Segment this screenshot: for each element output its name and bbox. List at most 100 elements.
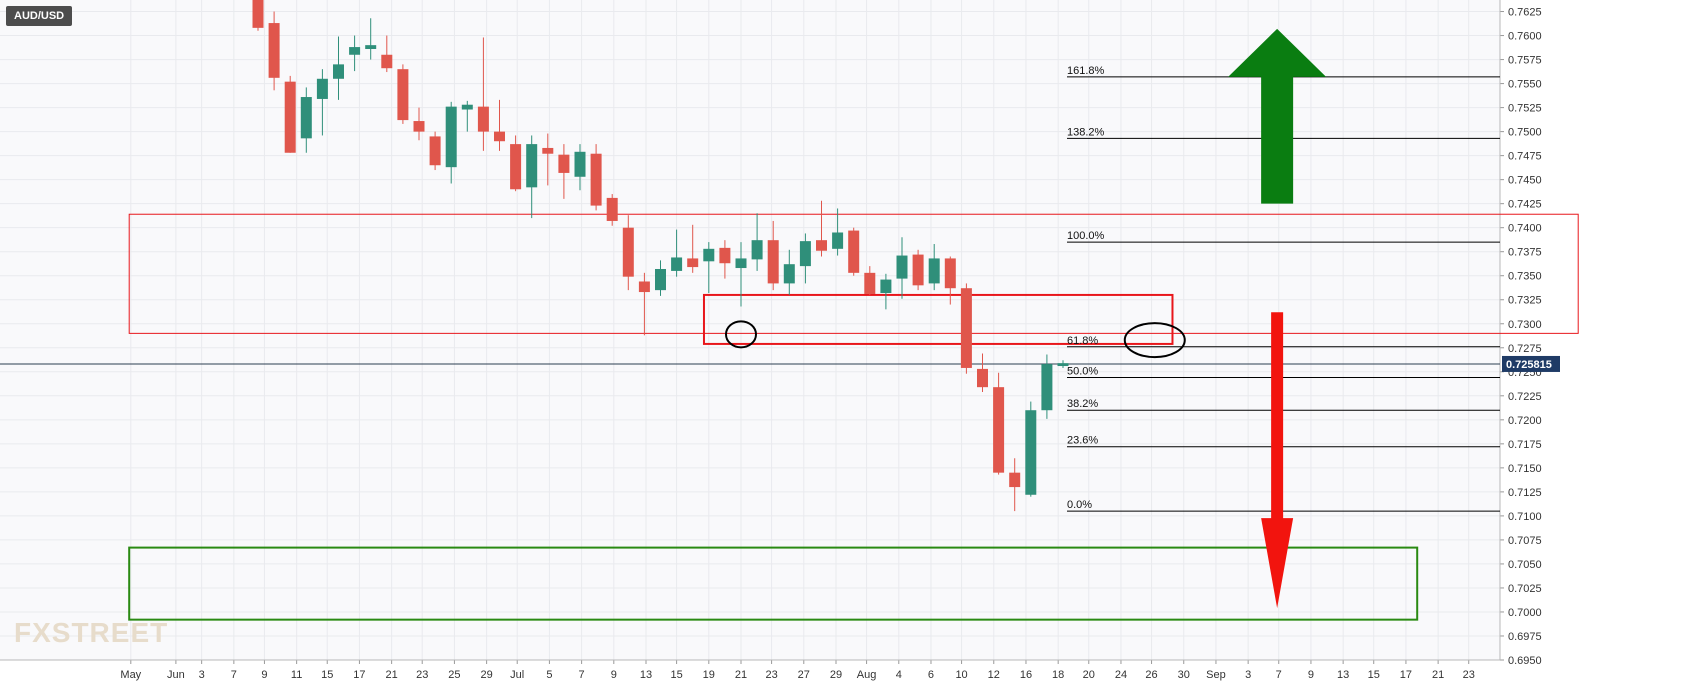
candle-body [622, 227, 634, 277]
y-tick-label: 0.7575 [1508, 55, 1542, 67]
candle-body [590, 153, 602, 206]
candle-body [542, 147, 554, 154]
x-tick-label: 13 [640, 669, 652, 681]
candle-body [445, 106, 457, 168]
candle [864, 266, 876, 295]
x-tick-label: 30 [1178, 669, 1190, 681]
x-tick-label: 21 [386, 669, 398, 681]
candle-body [349, 47, 361, 55]
candle [429, 131, 441, 171]
candle-body [671, 257, 683, 271]
candle [912, 249, 924, 291]
candle [993, 372, 1005, 475]
resistance-band [128, 213, 1579, 334]
candle [461, 100, 473, 132]
candle [252, 0, 264, 31]
y-tick-label: 0.7325 [1508, 295, 1542, 307]
x-tick-label: 11 [291, 669, 302, 681]
candle-body [993, 387, 1005, 473]
candle [880, 273, 892, 310]
candle [574, 144, 586, 191]
candle [735, 242, 747, 307]
y-tick-label: 0.7000 [1508, 607, 1542, 619]
candle [333, 36, 344, 100]
y-tick-label: 0.6950 [1508, 655, 1542, 667]
y-tick-label: 0.7500 [1508, 127, 1542, 139]
candle-body [381, 54, 393, 69]
candle [510, 135, 522, 192]
y-tick-label: 0.7200 [1508, 415, 1542, 427]
candle [671, 229, 683, 277]
x-tick-label: 7 [1276, 669, 1282, 681]
candle-body [719, 247, 731, 264]
candle-body [268, 23, 280, 78]
current-price-badge-bg [1502, 355, 1560, 372]
x-tick-label: 24 [1115, 669, 1127, 681]
candle-body [928, 258, 940, 284]
candle [365, 18, 377, 60]
candle-body [638, 281, 650, 293]
candle [381, 35, 393, 73]
y-tick-label: 0.7225 [1508, 391, 1542, 403]
candle-body [799, 241, 811, 267]
x-tick-label: 16 [1020, 669, 1032, 681]
candle [349, 35, 361, 72]
y-tick-label: 0.7525 [1508, 103, 1542, 115]
x-tick-label: 10 [955, 669, 967, 681]
x-tick-label: 18 [1052, 669, 1064, 681]
candle [848, 227, 860, 276]
y-tick-label: 0.7175 [1508, 439, 1542, 451]
candle [655, 260, 666, 296]
symbol-label: AUD/USD [6, 6, 73, 26]
x-tick-label: 9 [1308, 669, 1314, 681]
candle [494, 99, 505, 151]
candle [687, 224, 699, 273]
x-tick-label: 21 [1432, 669, 1444, 681]
candle-body [977, 368, 988, 388]
x-tick-label: 15 [321, 669, 333, 681]
x-tick-label: 17 [353, 669, 365, 681]
candle [268, 11, 280, 91]
plot-area [0, 0, 1500, 660]
candle-body [1025, 410, 1037, 495]
fib-label: 161.8% [1067, 65, 1105, 77]
candle [1009, 458, 1021, 512]
y-tick-label: 0.7125 [1508, 487, 1542, 499]
candle [960, 283, 972, 374]
x-tick-label: 23 [416, 669, 428, 681]
candle [606, 194, 618, 226]
candle-body [655, 268, 666, 291]
x-tick-label: 25 [448, 669, 460, 681]
x-tick-label: Sep [1206, 669, 1226, 681]
current-price-badge: 0.725815 [1502, 355, 1560, 372]
x-tick-label: 4 [896, 669, 902, 681]
candle [300, 87, 312, 153]
candle [590, 144, 602, 211]
candle [1041, 354, 1053, 419]
x-tick-label: Aug [857, 669, 877, 681]
candle-body [896, 255, 908, 279]
x-tick-label: 29 [830, 669, 842, 681]
candle [928, 244, 940, 291]
x-tick-label: 15 [670, 669, 682, 681]
candle-body [284, 81, 296, 153]
candle [526, 135, 538, 219]
candle [832, 208, 844, 256]
candle [1025, 401, 1037, 497]
bearish-arrow [1261, 312, 1294, 609]
candle [316, 69, 328, 136]
y-tick-label: 0.7100 [1508, 511, 1542, 523]
y-tick-label: 0.7375 [1508, 247, 1542, 259]
x-tick-label: 3 [1245, 669, 1251, 681]
x-tick-label: 29 [480, 669, 492, 681]
candle [703, 242, 715, 294]
x-tick-label: 7 [231, 669, 237, 681]
candle-body [880, 279, 892, 294]
candle [719, 240, 731, 279]
fib-label: 0.0% [1067, 499, 1092, 511]
candle [783, 249, 795, 295]
candle-body [1057, 363, 1069, 367]
x-tick-label: 26 [1145, 669, 1157, 681]
candle-body [397, 69, 409, 121]
